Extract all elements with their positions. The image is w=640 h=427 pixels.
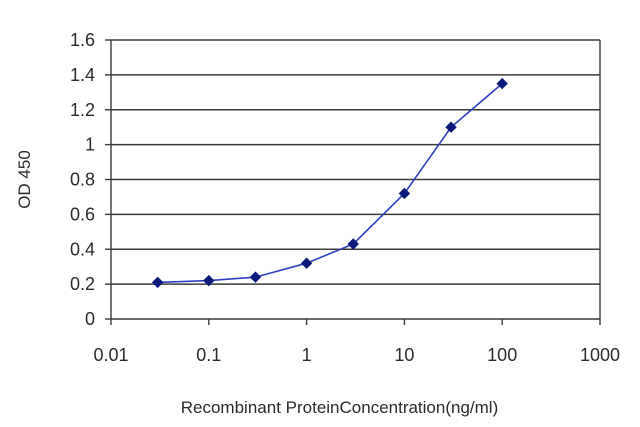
data-point-marker — [300, 257, 313, 269]
y-tick-label: 1.6 — [70, 30, 95, 50]
data-point-marker — [151, 276, 164, 289]
x-tick-label: 1 — [302, 345, 312, 365]
x-tick-label: 10 — [394, 345, 414, 365]
data-point-marker — [445, 121, 457, 133]
y-tick-label: 0.6 — [70, 204, 95, 224]
gridlines — [111, 39, 600, 285]
y-tick-label: 1.2 — [70, 100, 95, 120]
series-line — [157, 82, 503, 284]
y-tick-label: 1 — [85, 135, 95, 155]
series-layer — [151, 77, 508, 289]
chart-axes — [105, 39, 601, 325]
y-tick-label: 1.4 — [70, 65, 95, 85]
y-tick-label: 0.2 — [70, 274, 95, 294]
y-tick-label: 0.8 — [70, 170, 95, 190]
y-axis-label: OD 450 — [15, 150, 34, 209]
data-point-marker — [347, 238, 359, 250]
tick-labels: 0 0.2 0.4 0.6 0.8 1 1.2 1.4 1.6 0.01 0.1 1 10 100 1000 — [70, 30, 620, 365]
x-axis-label: Recombinant ProteinConcentration(ng/ml) — [181, 398, 499, 417]
data-point-marker — [203, 274, 215, 287]
y-tick-label: 0.4 — [70, 239, 95, 259]
data-point-marker — [398, 187, 411, 200]
x-tick-label: 0.1 — [196, 345, 221, 365]
data-point-marker — [249, 271, 262, 283]
x-tick-label: 100 — [487, 345, 517, 365]
x-tick-label: 1000 — [580, 345, 620, 365]
y-tick-label: 0 — [85, 309, 95, 329]
x-tick-label: 0.01 — [93, 345, 128, 365]
data-point-marker — [496, 77, 508, 90]
